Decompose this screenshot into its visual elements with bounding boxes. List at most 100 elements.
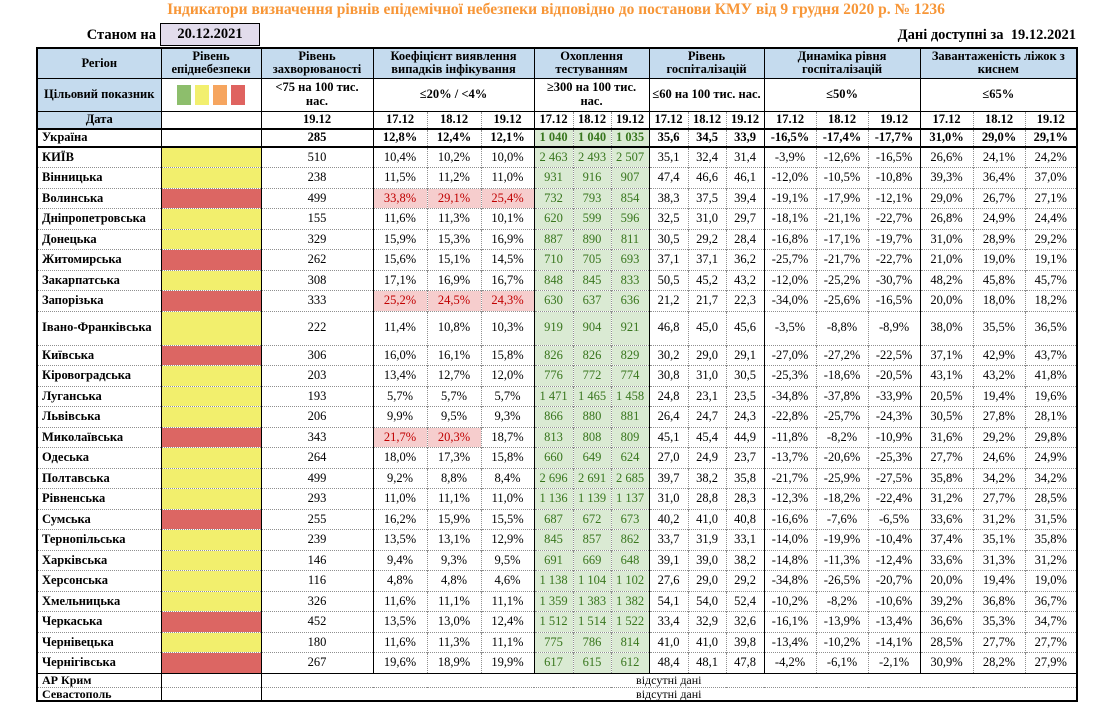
oxygen-beds-cell: 43,1%	[919, 365, 974, 386]
oxygen-beds-cell: 34,7%	[1024, 611, 1078, 632]
hospitalization-dynamics-cell: -21,1%	[815, 208, 869, 229]
detection-value-cell: 9,9%	[372, 406, 427, 427]
oxygen-beds-cell: 24,9%	[1024, 447, 1078, 468]
testing-value-cell: 907	[610, 167, 650, 188]
table-row: Закарпатська 308 17,1% 16,9% 16,7% 848 845 833 5…	[37, 269, 1078, 291]
region-name-cell: КИЇВ	[37, 146, 161, 168]
testing-value-cell: 599	[572, 208, 612, 229]
as-of-label: Станом на	[86, 27, 156, 43]
hospitalization-dynamics-cell: -19,9%	[815, 529, 869, 550]
oxygen-beds-cell: 18,0%	[972, 290, 1026, 311]
hospitalization-value-cell: 23,1	[687, 385, 727, 407]
incidence-value-cell: 333	[260, 290, 373, 311]
hospitalization-value-cell: 46,1	[725, 167, 765, 188]
date-header: 18.12	[687, 110, 727, 129]
hospitalization-dynamics-cell: -18,6%	[815, 365, 869, 386]
hospitalization-value-cell: 29,1	[725, 344, 765, 366]
detection-value-cell: 9,2%	[372, 467, 427, 489]
detection-value-cell: 16,2%	[372, 508, 427, 530]
hospitalization-value-cell: 38,2	[725, 549, 765, 571]
testing-value-cell: 1 471	[533, 385, 574, 407]
hospitalization-dynamics-cell: -25,3%	[763, 365, 817, 386]
detection-value-cell: 4,8%	[426, 570, 481, 591]
hospitalization-dynamics-cell: -3,5%	[763, 310, 817, 345]
incidence-value-cell: 206	[260, 406, 373, 427]
oxygen-beds-cell: 39,2%	[919, 590, 974, 612]
epidemic-level-cell	[160, 611, 261, 632]
oxygen-beds-cell: 34,2%	[1024, 467, 1078, 489]
testing-value-cell: 710	[533, 249, 574, 270]
report-title: Індикатори визначення рівнів епідемічної…	[167, 1, 945, 18]
hospitalization-value-cell: 23,5	[725, 385, 765, 407]
oxygen-beds-cell: 31,0%	[919, 228, 974, 250]
hospitalization-dynamics-cell: -14,1%	[867, 631, 921, 653]
detection-value-cell: 15,8%	[480, 344, 535, 366]
detection-value-cell: 10,1%	[480, 208, 535, 229]
hospitalization-value-cell: 31,0	[687, 208, 727, 229]
testing-value-cell: 931	[533, 167, 574, 188]
oxygen-beds-cell: 19,1%	[1024, 249, 1078, 270]
no-data-cell: відсутні дані	[260, 672, 1078, 687]
hospitalization-value-cell: 28,8	[687, 488, 727, 509]
detection-value-cell: 18,7%	[480, 426, 535, 448]
hospitalization-dynamics-cell: -22,5%	[867, 344, 921, 366]
oxygen-beds-cell: 27,7%	[1024, 631, 1078, 653]
hospitalization-dynamics-cell: -27,5%	[867, 467, 921, 489]
hospitalization-dynamics-cell: -25,7%	[763, 249, 817, 270]
no-data-cell: відсутні дані	[260, 686, 1078, 702]
detection-value-cell: 11,2%	[426, 167, 481, 188]
date-header: 17.12	[533, 110, 574, 129]
hospitalization-value-cell: 48,1	[687, 652, 727, 673]
hospitalization-value-cell: 45,1	[648, 426, 689, 448]
testing-value-cell: 774	[610, 365, 650, 386]
hospitalization-value-cell: 33,9	[725, 128, 765, 148]
testing-value-cell: 775	[533, 631, 574, 653]
detection-value-cell: 14,5%	[480, 249, 535, 270]
hospitalization-dynamics-cell: -26,5%	[815, 570, 869, 591]
detection-value-cell: 24,5%	[426, 290, 481, 311]
testing-value-cell: 880	[572, 406, 612, 427]
hospitalization-dynamics-cell: -6,5%	[867, 508, 921, 530]
hospitalization-dynamics-cell: -12,3%	[763, 488, 817, 509]
hospitalization-dynamics-cell: -6,1%	[815, 652, 869, 673]
testing-value-cell: 862	[610, 529, 650, 550]
hospitalization-value-cell: 35,8	[725, 467, 765, 489]
hospitalization-dynamics-cell: -18,2%	[815, 488, 869, 509]
testing-value-cell: 732	[533, 187, 574, 209]
oxygen-beds-cell: 20,0%	[919, 570, 974, 591]
oxygen-beds-cell: 37,4%	[919, 529, 974, 550]
hospitalization-value-cell: 40,2	[648, 508, 689, 530]
oxygen-beds-cell: 18,2%	[1024, 290, 1078, 311]
epidemic-level-cell	[160, 249, 261, 270]
testing-value-cell: 1 035	[610, 128, 650, 148]
hospitalization-dynamics-cell: -14,8%	[763, 549, 817, 571]
incidence-value-cell: 452	[260, 611, 373, 632]
epidemic-level-cell	[160, 590, 261, 612]
oxygen-beds-cell: 27,9%	[1024, 652, 1078, 673]
region-name-cell: АР Крим	[37, 672, 161, 687]
date-header: 19.12	[610, 110, 650, 129]
oxygen-beds-cell: 41,8%	[1024, 365, 1078, 386]
detection-value-cell: 24,3%	[480, 290, 535, 311]
detection-value-cell: 10,0%	[480, 146, 535, 168]
data-available-date: 19.12.2021	[1010, 27, 1076, 43]
hospitalization-dynamics-cell: -10,4%	[867, 529, 921, 550]
region-name-cell: Київська	[37, 344, 161, 366]
region-name-cell: Запорізька	[37, 290, 161, 311]
hospitalization-dynamics-cell: -22,8%	[763, 406, 817, 427]
epidemic-level-cell	[160, 467, 261, 489]
column-header-region: Регіон	[37, 48, 161, 78]
hospitalization-value-cell: 46,8	[648, 310, 689, 345]
hospitalization-value-cell: 38,3	[648, 187, 689, 209]
table-row: Луганська 193 5,7% 5,7% 5,7% 1 471 1 465 1 458 2…	[37, 385, 1078, 407]
oxygen-beds-cell: 27,7%	[919, 447, 974, 468]
table-row: Київська 306 16,0% 16,1% 15,8% 826 826 829 30,2 2…	[37, 344, 1078, 366]
detection-value-cell: 12,4%	[480, 611, 535, 632]
target-value: ≥300 на 100 тис. нас.	[533, 77, 650, 111]
hospitalization-value-cell: 41,0	[648, 631, 689, 653]
hospitalization-dynamics-cell: -21,7%	[815, 249, 869, 270]
hospitalization-dynamics-cell: -16,1%	[763, 611, 817, 632]
testing-value-cell: 845	[533, 529, 574, 550]
testing-value-cell: 673	[610, 508, 650, 530]
